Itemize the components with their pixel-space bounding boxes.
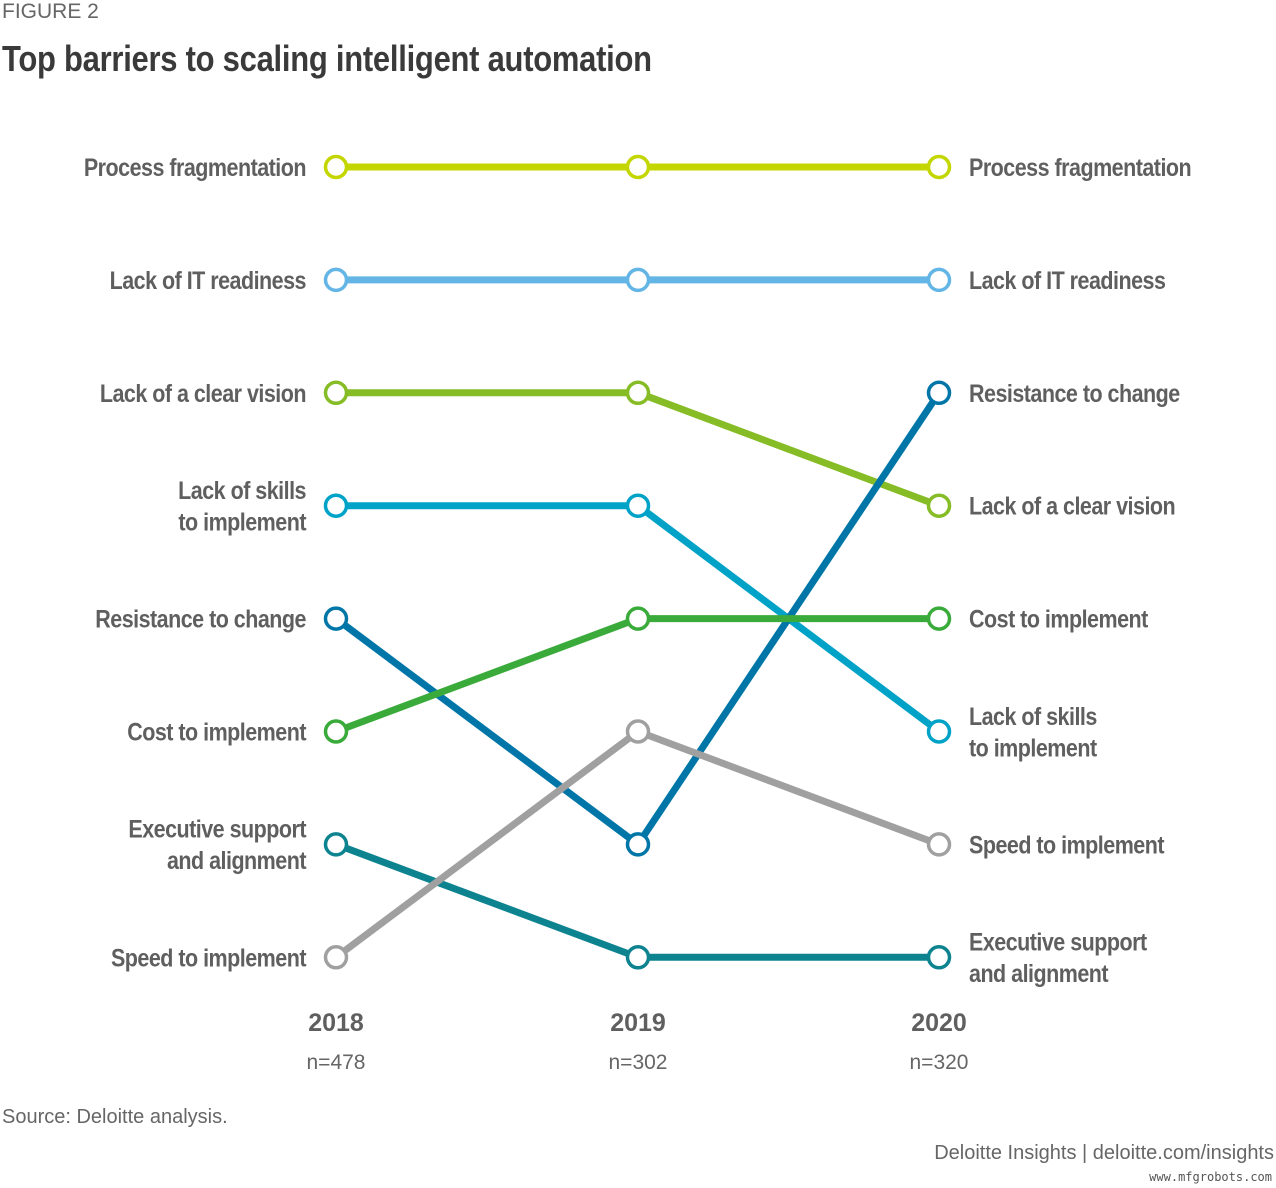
data-point [323,380,349,406]
data-point [625,154,651,180]
left-series-label: Executive support [128,816,307,844]
sample-size-label: n=478 [307,1051,366,1074]
data-point [625,267,651,293]
right-series-label: Cost to implement [969,606,1149,634]
chart-title: Top barriers to scaling intelligent auto… [2,38,652,79]
right-series-label: and alignment [969,960,1109,988]
data-point [625,606,651,631]
data-point [625,493,651,518]
right-series-label: Process fragmentation [969,154,1191,182]
data-point [926,154,952,180]
left-series-label: Resistance to change [95,606,306,634]
left-series-label: Lack of skills [178,477,306,505]
data-point [323,945,349,970]
series-line [336,389,941,509]
data-point [926,719,952,744]
right-series-label: to implement [969,734,1098,762]
sample-size-label: n=302 [609,1051,668,1074]
x-tick-label: 2020 [911,1009,967,1037]
sample-size-label: n=320 [910,1051,969,1074]
data-point [625,832,651,857]
left-series-label: Lack of IT readiness [110,267,306,295]
left-series-label: and alignment [167,847,307,875]
x-tick-label: 2018 [308,1009,364,1037]
right-series-label: Resistance to change [969,380,1180,408]
credit-line: Deloitte Insights | deloitte.com/insight… [934,1142,1274,1164]
right-series-label: Lack of IT readiness [969,267,1165,295]
source-note: Source: Deloitte analysis. [2,1106,228,1128]
data-point [926,606,952,631]
data-point [625,719,651,744]
series-line [334,841,939,961]
right-series-label: Executive support [969,929,1148,957]
left-series-label: Process fragmentation [84,154,306,182]
left-series-label: to implement [178,508,307,536]
data-point [323,606,349,631]
series-line [334,615,939,735]
left-series-label: Speed to implement [111,944,307,972]
data-point [926,832,952,857]
right-series-label: Lack of skills [969,703,1097,731]
x-tick-label: 2019 [610,1009,666,1037]
data-point [625,380,651,406]
figure-label: FIGURE 2 [2,0,99,23]
left-series-label: Lack of a clear vision [100,380,306,408]
right-series-label: Speed to implement [969,831,1165,859]
data-point [323,832,349,857]
left-series-label: Cost to implement [127,719,307,747]
data-point [323,493,349,518]
data-point [625,945,651,970]
data-point [323,719,349,744]
data-point [926,945,952,970]
data-point [926,267,952,293]
data-point [323,154,349,180]
data-point [926,380,952,406]
watermark: www.mfgrobots.com [1149,1170,1272,1184]
right-series-label: Lack of a clear vision [969,493,1175,521]
data-point [323,267,349,293]
data-point [926,493,952,518]
